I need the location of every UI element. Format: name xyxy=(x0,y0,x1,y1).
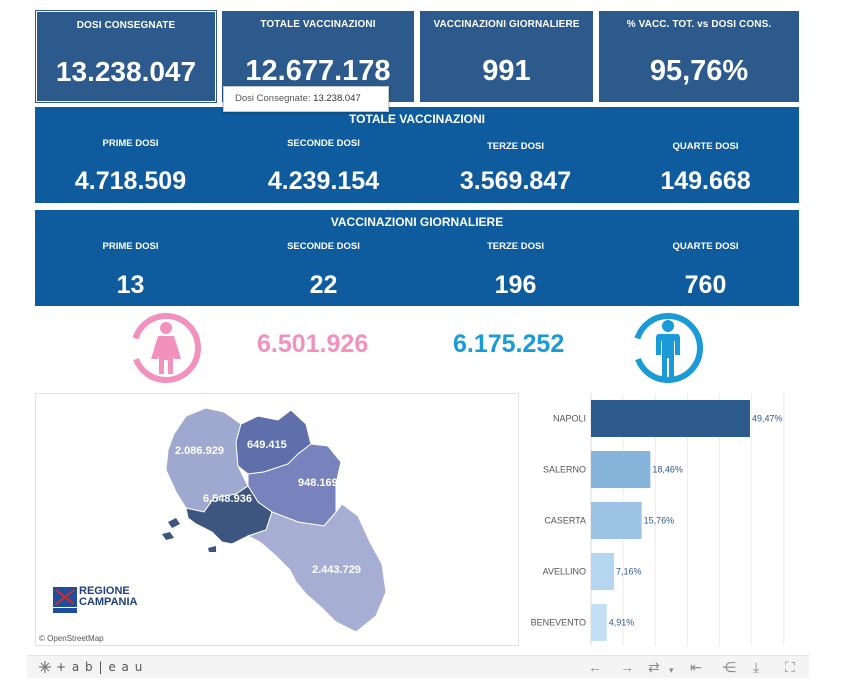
value-label: 49,47% xyxy=(752,414,783,424)
kpi-value: 13.238.047 xyxy=(55,56,197,87)
download-icon[interactable]: ⤓ xyxy=(753,659,760,675)
value-label: 7,16% xyxy=(616,567,642,577)
bar-napoli[interactable] xyxy=(591,400,750,437)
dose-label: QUARTE DOSI xyxy=(672,241,739,252)
map-label-benevento: 649.415 xyxy=(247,439,287,451)
category-label: CASERTA xyxy=(544,516,586,526)
category-label: BENEVENTO xyxy=(531,618,586,628)
map-label-avellino: 948.169 xyxy=(298,477,338,489)
category-label: AVELLINO xyxy=(543,567,586,577)
tableau-toolbar: + a b | e a u ← → ⇄ ▾ ⇤ ⋲ ⤓ ⛶ xyxy=(27,655,809,678)
map-label-salerno: 2.443.729 xyxy=(312,564,361,576)
category-label: NAPOLI xyxy=(553,414,586,424)
male-count: 6.175.252 xyxy=(453,330,565,358)
totale-vaccinazioni-band: TOTALE VACCINAZIONI PRIME DOSI 4.718.509… xyxy=(35,107,799,203)
chevron-down-icon[interactable]: ▾ xyxy=(669,665,674,675)
band-title: VACCINAZIONI GIORNALIERE xyxy=(330,215,504,229)
male-icon xyxy=(632,312,704,384)
map-label-caserta: 2.086.929 xyxy=(175,445,224,457)
dose-label: TERZE DOSI xyxy=(486,141,544,152)
revert-icon[interactable]: ⇄ xyxy=(648,659,660,675)
tooltip-label: Dosi Consegnate: xyxy=(235,93,311,104)
redo-icon[interactable]: → xyxy=(620,659,634,675)
tableau-logo-icon xyxy=(38,660,52,674)
undo-icon[interactable]: ← xyxy=(588,659,602,675)
bar-benevento[interactable] xyxy=(591,604,607,641)
dose-value: 760 xyxy=(684,271,727,299)
kpi-vaccinazioni-giornaliere[interactable]: VACCINAZIONI GIORNALIERE 991 xyxy=(420,11,593,102)
map-region-napoli-islands xyxy=(162,518,216,552)
kpi-title: TOTALE VACCINAZIONI xyxy=(260,19,376,30)
dose-value: 4.718.509 xyxy=(74,167,187,195)
dose-value: 196 xyxy=(494,271,537,299)
logo-line1: REGIONE xyxy=(79,585,130,597)
category-label: SALERNO xyxy=(543,465,586,475)
dose-label: SECONDE DOSI xyxy=(287,241,360,252)
regione-campania-logo: REGIONE CAMPANIA xyxy=(52,586,152,616)
kpi-title: VACCINAZIONI GIORNALIERE xyxy=(433,19,580,30)
vaccinazioni-giornaliere-band: VACCINAZIONI GIORNALIERE PRIME DOSI 13 S… xyxy=(35,210,799,306)
dose-label: PRIME DOSI xyxy=(102,241,159,252)
dose-value: 149.668 xyxy=(660,167,751,195)
bar-caserta[interactable] xyxy=(591,502,642,539)
dose-label: TERZE DOSI xyxy=(486,241,544,252)
kpi-value: 12.677.178 xyxy=(245,55,391,87)
value-label: 18,46% xyxy=(652,465,683,475)
tooltip-value: 13.238.047 xyxy=(313,93,361,104)
reset-icon[interactable]: ⇤ xyxy=(690,659,702,675)
female-count: 6.501.926 xyxy=(257,330,369,358)
value-label: 4,91% xyxy=(609,618,635,628)
dose-label: QUARTE DOSI xyxy=(672,141,739,152)
kpi-dosi-consegnate[interactable]: DOSI CONSEGNATE 13.238.047 xyxy=(35,10,217,103)
province-bar-chart[interactable]: NAPOLI 49,47% SALERNO 18,46% CASERTA 15,76% AV… xyxy=(520,393,810,646)
tableau-brand[interactable]: + a b | e a u xyxy=(56,660,144,674)
dose-label: SECONDE DOSI xyxy=(287,138,360,149)
kpi-percentuale[interactable]: % VACC. TOT. vs DOSI CONS. 95,76% xyxy=(599,11,799,102)
band-title: TOTALE VACCINAZIONI xyxy=(349,112,485,126)
bar-salerno[interactable] xyxy=(591,451,651,488)
fullscreen-icon[interactable]: ⛶ xyxy=(785,659,795,675)
dose-value: 13 xyxy=(116,271,145,299)
female-icon xyxy=(130,312,202,384)
dose-label: PRIME DOSI xyxy=(102,138,159,149)
kpi-value: 95,76% xyxy=(649,55,749,87)
bar-avellino[interactable] xyxy=(591,553,615,590)
dose-value: 4.239.154 xyxy=(267,167,380,195)
share-icon[interactable]: ⋲ xyxy=(722,659,736,675)
kpi-title: % VACC. TOT. vs DOSI CONS. xyxy=(626,19,772,30)
map-region-salerno xyxy=(246,503,387,633)
kpi-value: 991 xyxy=(482,55,531,87)
map-label-napoli: 6.548.936 xyxy=(203,493,252,505)
value-label: 15,76% xyxy=(644,516,675,526)
logo-line2: CAMPANIA xyxy=(79,596,138,608)
campania-map[interactable]: 2.086.929 649.415 948.169 6.548.936 2.44… xyxy=(35,393,519,646)
map-attribution[interactable]: © OpenStreetMap xyxy=(39,634,104,643)
dose-value: 22 xyxy=(309,271,338,299)
hover-tooltip: Dosi Consegnate: 13.238.047 xyxy=(223,86,389,112)
kpi-title: DOSI CONSEGNATE xyxy=(76,20,176,31)
dose-value: 3.569.847 xyxy=(459,167,572,195)
